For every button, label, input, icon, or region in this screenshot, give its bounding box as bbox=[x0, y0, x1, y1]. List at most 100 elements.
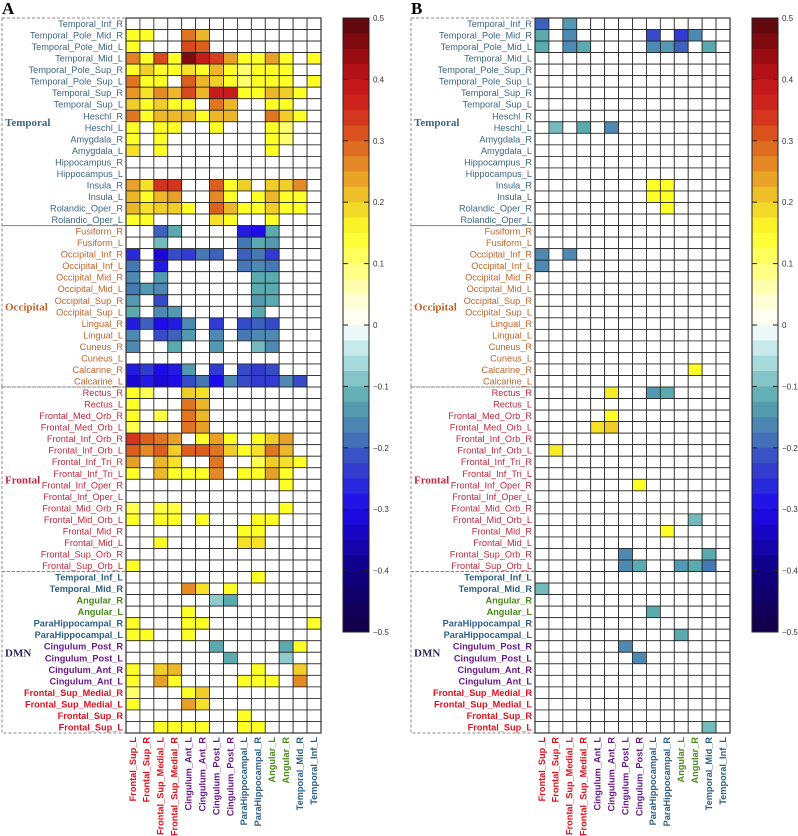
heatmap-cell bbox=[604, 305, 619, 319]
row-label: Frontal_Med_Orb_L bbox=[450, 423, 532, 433]
colorbar-segment bbox=[343, 125, 369, 142]
heatmap-cell bbox=[195, 29, 210, 42]
heatmap-cell bbox=[237, 490, 252, 503]
heatmap-cell bbox=[209, 617, 224, 630]
heatmap-cell bbox=[701, 144, 717, 157]
heatmap-cell bbox=[562, 663, 578, 676]
heatmap-cell bbox=[292, 144, 308, 157]
heatmap-cell bbox=[687, 721, 703, 734]
heatmap-cell bbox=[223, 513, 238, 526]
heatmap-cell bbox=[250, 432, 266, 446]
colorbar-segment bbox=[752, 325, 778, 341]
heatmap-cell bbox=[646, 40, 661, 53]
heatmap-cell bbox=[264, 628, 280, 642]
heatmap-cell bbox=[701, 444, 717, 457]
heatmap-cell bbox=[195, 63, 210, 77]
heatmap-cell bbox=[715, 213, 731, 226]
heatmap-cell bbox=[576, 686, 592, 699]
heatmap-cell bbox=[659, 651, 675, 665]
heatmap-cell bbox=[167, 305, 183, 319]
heatmap-cell bbox=[125, 40, 141, 53]
colorbar-segment bbox=[343, 509, 369, 526]
heatmap-cell bbox=[153, 536, 169, 549]
colorbar-segment bbox=[752, 232, 778, 249]
heatmap-cell bbox=[278, 179, 294, 192]
heatmap-cell bbox=[153, 225, 169, 238]
heatmap-cell bbox=[250, 29, 266, 42]
heatmap-cell bbox=[209, 259, 224, 273]
colorbar-segment bbox=[343, 616, 369, 633]
heatmap-cell bbox=[534, 294, 550, 307]
row-label: Temporal_Mid_L bbox=[55, 54, 123, 64]
heatmap-cell bbox=[534, 225, 550, 238]
heatmap-cell bbox=[139, 709, 155, 722]
colorbar-tick-label: 0.2 bbox=[373, 198, 385, 207]
heatmap-cell bbox=[181, 363, 197, 376]
colorbar-segment bbox=[752, 217, 778, 234]
heatmap-cell bbox=[562, 328, 578, 342]
colorbar-segment bbox=[343, 186, 369, 203]
heatmap-cell bbox=[209, 317, 224, 330]
heatmap-cell bbox=[167, 617, 183, 630]
colorbar-tick-label: 0 bbox=[373, 321, 378, 330]
heatmap-cell bbox=[292, 594, 308, 607]
heatmap-cell bbox=[659, 305, 675, 319]
column-label: Frontal_Sup_L bbox=[537, 737, 547, 802]
heatmap-cell bbox=[604, 75, 619, 88]
heatmap-cell bbox=[139, 467, 155, 480]
heatmap-cell bbox=[139, 340, 155, 353]
heatmap-cell bbox=[237, 582, 252, 596]
heatmap-cell bbox=[715, 444, 731, 457]
heatmap-cell bbox=[715, 340, 731, 353]
heatmap-cell bbox=[153, 444, 169, 457]
heatmap-cell bbox=[264, 651, 280, 665]
heatmap-cell bbox=[139, 375, 155, 388]
heatmap-cell bbox=[534, 17, 550, 30]
colorbar-tick-label: 0.4 bbox=[782, 75, 794, 84]
heatmap-cell bbox=[618, 513, 633, 526]
heatmap-cell bbox=[250, 144, 266, 157]
heatmap-cell bbox=[604, 444, 619, 457]
row-label: Hippocampus_L bbox=[57, 169, 123, 179]
heatmap-cell bbox=[139, 605, 155, 619]
heatmap-cell bbox=[604, 155, 619, 169]
heatmap-cell bbox=[139, 248, 155, 261]
heatmap-cell bbox=[701, 398, 717, 411]
heatmap-cell bbox=[659, 282, 675, 296]
heatmap-cell bbox=[306, 352, 322, 365]
heatmap-cell bbox=[278, 444, 294, 457]
heatmap-cell bbox=[223, 109, 238, 123]
heatmap-cell bbox=[195, 501, 210, 515]
heatmap-cell bbox=[646, 628, 661, 642]
heatmap-cell bbox=[181, 525, 197, 538]
heatmap-cell bbox=[306, 398, 322, 411]
colorbar-segment bbox=[752, 278, 778, 295]
row-label: Temporal_Inf_L bbox=[55, 573, 123, 583]
column-label: Angular_R bbox=[281, 737, 291, 784]
colorbar-segment bbox=[343, 18, 369, 34]
heatmap-cell bbox=[715, 17, 731, 30]
heatmap-cell bbox=[250, 63, 266, 77]
heatmap-cell bbox=[534, 536, 550, 549]
row-label: Temporal_Inf_R bbox=[58, 19, 123, 29]
heatmap-cell bbox=[278, 525, 294, 538]
heatmap-cell bbox=[534, 98, 550, 111]
colorbar-segment bbox=[343, 371, 369, 387]
heatmap-cell bbox=[646, 282, 661, 296]
heatmap-cell bbox=[659, 663, 675, 676]
heatmap-cell bbox=[125, 432, 141, 446]
heatmap-cell bbox=[618, 628, 633, 642]
heatmap-cell bbox=[646, 651, 661, 665]
heatmap-cell bbox=[237, 213, 252, 226]
heatmap-cell bbox=[125, 640, 141, 653]
heatmap-cell bbox=[292, 317, 308, 330]
heatmap-cell bbox=[646, 29, 661, 42]
heatmap-cell bbox=[139, 317, 155, 330]
heatmap-cell bbox=[167, 467, 183, 480]
heatmap-cell bbox=[701, 651, 717, 665]
heatmap-cell bbox=[590, 571, 606, 584]
heatmap-cell bbox=[715, 421, 731, 434]
heatmap-cell bbox=[167, 478, 183, 492]
heatmap-cell bbox=[618, 317, 633, 330]
heatmap-cell bbox=[181, 559, 197, 572]
